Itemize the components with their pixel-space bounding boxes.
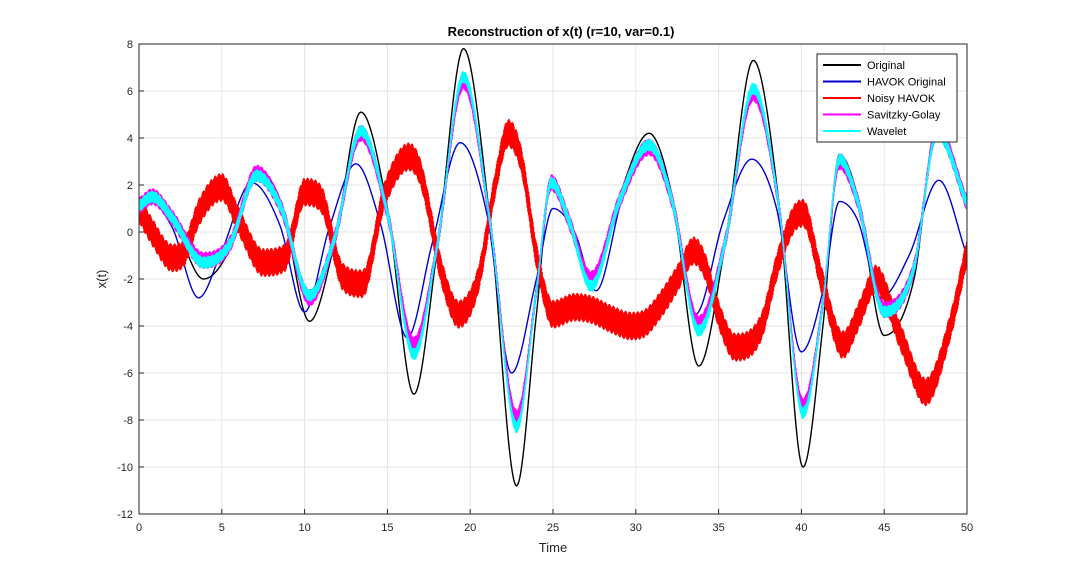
y-tick-label: 8 (127, 39, 133, 51)
plot-lines (139, 48, 967, 487)
legend-entry: Original (867, 60, 905, 72)
legend-entry: Savitzky-Golay (867, 110, 941, 122)
x-tick-label: 45 (878, 522, 890, 534)
legend: Original HAVOK Original Noisy HAVOK Savitzk… (816, 53, 958, 143)
legend-entry: Wavelet (867, 126, 906, 138)
series-line (139, 118, 967, 407)
y-tick-label: 2 (127, 180, 133, 192)
x-ticks: 0 5 10 15 20 25 30 35 40 45 50 (136, 509, 973, 534)
chart-title: Reconstruction of x(t) (r=10, var=0.1) (448, 24, 675, 39)
x-tick-label: 15 (381, 522, 393, 534)
legend-entry: HAVOK Original (867, 77, 946, 89)
x-axis-label: Time (539, 540, 567, 555)
x-tick-label: 20 (464, 522, 476, 534)
y-axis-label: x(t) (94, 270, 109, 289)
y-tick-label: -4 (123, 321, 133, 333)
x-tick-label: 50 (961, 522, 973, 534)
x-tick-label: 5 (219, 522, 225, 534)
x-tick-label: 10 (298, 522, 310, 534)
y-tick-label: 4 (127, 133, 133, 145)
y-tick-label: 0 (127, 227, 133, 239)
legend-entry: Noisy HAVOK (867, 93, 936, 105)
y-tick-label: -2 (123, 274, 133, 286)
series-line (139, 71, 967, 434)
x-tick-label: 35 (712, 522, 724, 534)
x-tick-label: 40 (795, 522, 807, 534)
y-tick-label: 6 (127, 86, 133, 98)
y-ticks: -12 -10 -8 -6 -4 -2 0 2 4 6 8 (117, 39, 144, 521)
x-tick-label: 30 (630, 522, 642, 534)
y-tick-label: -8 (123, 415, 133, 427)
x-tick-label: 0 (136, 522, 142, 534)
x-tick-label: 25 (547, 522, 559, 534)
y-tick-label: -10 (117, 462, 133, 474)
y-tick-label: -6 (123, 368, 133, 380)
y-tick-label: -12 (117, 509, 133, 521)
